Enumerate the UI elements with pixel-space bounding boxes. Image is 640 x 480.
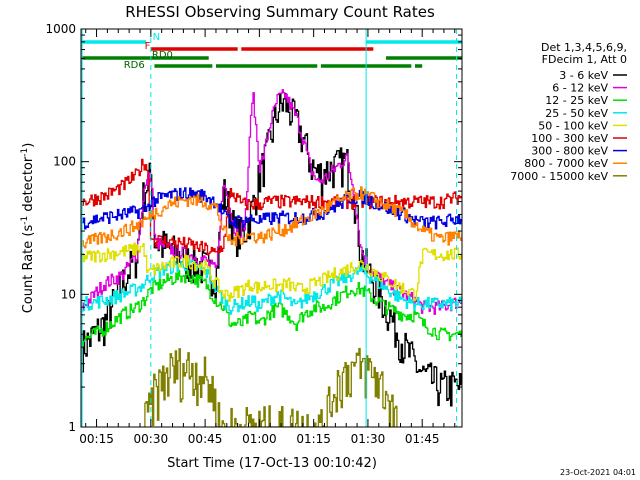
legend-label-6-12-kev: 6 - 12 keV <box>552 82 608 95</box>
legend-label-12-25-kev: 12 - 25 keV <box>545 94 608 107</box>
legend-label-7000-15000-kev: 7000 - 15000 keV <box>510 170 608 183</box>
y-axis-label-sup1: -1 <box>20 216 30 225</box>
vertical-markers <box>81 29 458 427</box>
y-tick-label: 100 <box>53 155 76 169</box>
series-line-50-100-kev <box>82 242 462 302</box>
legend-label-25-50-kev: 25 - 50 keV <box>545 107 608 120</box>
legend-header-line-2: FDecim 1, Att 0 <box>542 53 627 66</box>
y-axis-label-mid: detector <box>21 156 36 216</box>
y-axis-label: Count Rate (s-1 detector-1) <box>20 143 36 314</box>
x-tick-label: 00:15 <box>79 432 114 446</box>
chart-title: RHESSI Observing Summary Count Rates <box>125 3 435 21</box>
y-axis-label-main: Count Rate (s <box>21 225 36 314</box>
legend-label-50-100-kev: 50 - 100 keV <box>538 119 608 132</box>
x-tick-label: 01:45 <box>405 432 440 446</box>
series-line-300-800-kev <box>82 187 462 230</box>
y-tick-label: 1 <box>68 420 76 434</box>
y-axis-label-end: ) <box>21 143 36 148</box>
state-label-f: F <box>145 41 151 52</box>
series-layer <box>82 89 462 427</box>
legend: Det 1,3,4,5,6,9, FDecim 1, Att 0 3 - 6 k… <box>510 41 627 183</box>
x-tick-label: 00:45 <box>188 432 223 446</box>
x-tick-label: 01:30 <box>351 432 386 446</box>
state-label-rd0: RD0 <box>152 50 173 61</box>
y-tick-label: 10 <box>61 287 76 301</box>
axes: 1 10 100 1000 00:15 00:30 00:45 01:00 01:15 01:30… <box>45 22 462 446</box>
legend-label-800-7000-kev: 800 - 7000 keV <box>524 157 608 170</box>
series-line-800-7000-kev <box>82 186 462 249</box>
legend-header-line-1: Det 1,3,4,5,6,9, <box>541 41 627 54</box>
plot-frame <box>80 28 463 428</box>
state-label-n: N <box>153 32 160 43</box>
series-line-12-25-kev <box>82 269 462 348</box>
legend-label-300-800-kev: 300 - 800 keV <box>531 145 608 158</box>
y-axis-label-sup2: -1 <box>20 148 30 157</box>
x-tick-label: 00:30 <box>134 432 169 446</box>
x-axis-label: Start Time (17-Oct-13 00:10:42) <box>167 456 377 471</box>
state-label-rd6: RD6 <box>124 60 145 71</box>
generation-timestamp: 23-Oct-2021 04:01 <box>560 468 636 477</box>
legend-label-100-300-kev: 100 - 300 keV <box>531 132 608 145</box>
series-line-3-6-kev <box>82 92 462 407</box>
x-tick-label: 01:00 <box>242 432 277 446</box>
y-tick-label: 1000 <box>45 22 76 36</box>
x-tick-label: 01:15 <box>296 432 331 446</box>
series-line-7000-15000-kev <box>143 347 398 427</box>
series-line-25-50-kev <box>82 257 462 315</box>
legend-label-3-6-kev: 3 - 6 keV <box>559 69 608 82</box>
